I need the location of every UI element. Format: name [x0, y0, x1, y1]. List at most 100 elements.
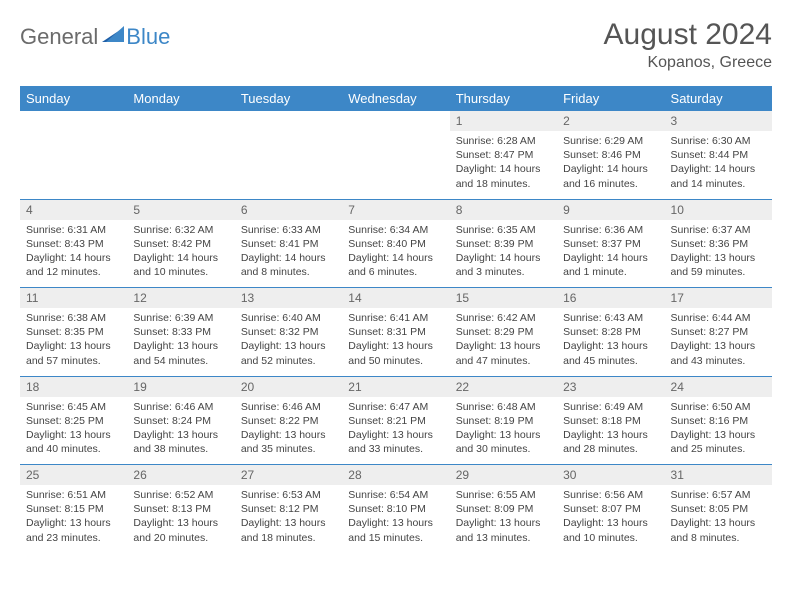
sunrise-line: Sunrise: 6:52 AM	[133, 488, 228, 502]
day-content-cell: Sunrise: 6:50 AMSunset: 8:16 PMDaylight:…	[665, 397, 772, 465]
day-content-cell: Sunrise: 6:52 AMSunset: 8:13 PMDaylight:…	[127, 485, 234, 553]
sunrise-line: Sunrise: 6:36 AM	[563, 223, 658, 237]
daylight-line: Daylight: 13 hours and 59 minutes.	[671, 251, 766, 279]
day-content-cell: Sunrise: 6:30 AMSunset: 8:44 PMDaylight:…	[665, 131, 772, 199]
day-content-row: Sunrise: 6:28 AMSunset: 8:47 PMDaylight:…	[20, 131, 772, 199]
sunrise-line: Sunrise: 6:53 AM	[241, 488, 336, 502]
day-number-cell: 3	[665, 111, 772, 131]
sunset-line: Sunset: 8:18 PM	[563, 414, 658, 428]
day-content-cell: Sunrise: 6:29 AMSunset: 8:46 PMDaylight:…	[557, 131, 664, 199]
day-number-cell: 22	[450, 376, 557, 397]
daylight-line: Daylight: 13 hours and 52 minutes.	[241, 339, 336, 367]
day-content-cell: Sunrise: 6:41 AMSunset: 8:31 PMDaylight:…	[342, 308, 449, 376]
daylight-line: Daylight: 14 hours and 16 minutes.	[563, 162, 658, 190]
sunrise-line: Sunrise: 6:48 AM	[456, 400, 551, 414]
sunset-line: Sunset: 8:39 PM	[456, 237, 551, 251]
sunset-line: Sunset: 8:41 PM	[241, 237, 336, 251]
daylight-line: Daylight: 14 hours and 8 minutes.	[241, 251, 336, 279]
day-content-cell: Sunrise: 6:46 AMSunset: 8:24 PMDaylight:…	[127, 397, 234, 465]
sunset-line: Sunset: 8:25 PM	[26, 414, 121, 428]
day-content-cell: Sunrise: 6:33 AMSunset: 8:41 PMDaylight:…	[235, 220, 342, 288]
day-number-cell: 24	[665, 376, 772, 397]
daylight-line: Daylight: 13 hours and 10 minutes.	[563, 516, 658, 544]
day-content-row: Sunrise: 6:31 AMSunset: 8:43 PMDaylight:…	[20, 220, 772, 288]
day-number-cell: 29	[450, 465, 557, 486]
sunset-line: Sunset: 8:12 PM	[241, 502, 336, 516]
day-number-row: 18192021222324	[20, 376, 772, 397]
day-number-cell: 18	[20, 376, 127, 397]
daylight-line: Daylight: 13 hours and 13 minutes.	[456, 516, 551, 544]
day-content-cell: Sunrise: 6:51 AMSunset: 8:15 PMDaylight:…	[20, 485, 127, 553]
sunset-line: Sunset: 8:13 PM	[133, 502, 228, 516]
day-content-cell: Sunrise: 6:36 AMSunset: 8:37 PMDaylight:…	[557, 220, 664, 288]
day-content-cell: Sunrise: 6:35 AMSunset: 8:39 PMDaylight:…	[450, 220, 557, 288]
day-number-cell: 30	[557, 465, 664, 486]
daylight-line: Daylight: 13 hours and 25 minutes.	[671, 428, 766, 456]
sunrise-line: Sunrise: 6:29 AM	[563, 134, 658, 148]
daylight-line: Daylight: 13 hours and 33 minutes.	[348, 428, 443, 456]
daylight-line: Daylight: 13 hours and 50 minutes.	[348, 339, 443, 367]
day-number-cell: 6	[235, 199, 342, 220]
sunset-line: Sunset: 8:05 PM	[671, 502, 766, 516]
logo-text-general: General	[20, 24, 98, 50]
day-content-cell	[342, 131, 449, 199]
day-number-cell	[20, 111, 127, 131]
sunrise-line: Sunrise: 6:57 AM	[671, 488, 766, 502]
daylight-line: Daylight: 13 hours and 15 minutes.	[348, 516, 443, 544]
sunrise-line: Sunrise: 6:37 AM	[671, 223, 766, 237]
day-number-cell: 7	[342, 199, 449, 220]
daylight-line: Daylight: 13 hours and 54 minutes.	[133, 339, 228, 367]
day-number-cell: 1	[450, 111, 557, 131]
daylight-line: Daylight: 13 hours and 28 minutes.	[563, 428, 658, 456]
day-content-cell: Sunrise: 6:43 AMSunset: 8:28 PMDaylight:…	[557, 308, 664, 376]
day-number-cell: 21	[342, 376, 449, 397]
sunrise-line: Sunrise: 6:32 AM	[133, 223, 228, 237]
sunset-line: Sunset: 8:42 PM	[133, 237, 228, 251]
day-number-cell	[235, 111, 342, 131]
sunset-line: Sunset: 8:31 PM	[348, 325, 443, 339]
calendar-table: Sunday Monday Tuesday Wednesday Thursday…	[20, 86, 772, 553]
daylight-line: Daylight: 13 hours and 30 minutes.	[456, 428, 551, 456]
sunset-line: Sunset: 8:37 PM	[563, 237, 658, 251]
day-number-cell: 20	[235, 376, 342, 397]
sunrise-line: Sunrise: 6:41 AM	[348, 311, 443, 325]
day-number-cell: 27	[235, 465, 342, 486]
title-block: August 2024 Kopanos, Greece	[604, 18, 772, 72]
sunset-line: Sunset: 8:47 PM	[456, 148, 551, 162]
day-number-cell: 25	[20, 465, 127, 486]
day-number-cell: 28	[342, 465, 449, 486]
page-title: August 2024	[604, 18, 772, 52]
sunrise-line: Sunrise: 6:38 AM	[26, 311, 121, 325]
day-content-cell: Sunrise: 6:37 AMSunset: 8:36 PMDaylight:…	[665, 220, 772, 288]
daylight-line: Daylight: 13 hours and 57 minutes.	[26, 339, 121, 367]
sunrise-line: Sunrise: 6:42 AM	[456, 311, 551, 325]
day-content-cell: Sunrise: 6:54 AMSunset: 8:10 PMDaylight:…	[342, 485, 449, 553]
day-number-cell	[127, 111, 234, 131]
sunrise-line: Sunrise: 6:45 AM	[26, 400, 121, 414]
sunrise-line: Sunrise: 6:39 AM	[133, 311, 228, 325]
day-content-cell: Sunrise: 6:57 AMSunset: 8:05 PMDaylight:…	[665, 485, 772, 553]
sunrise-line: Sunrise: 6:34 AM	[348, 223, 443, 237]
daylight-line: Daylight: 13 hours and 20 minutes.	[133, 516, 228, 544]
day-content-cell	[20, 131, 127, 199]
daylight-line: Daylight: 14 hours and 12 minutes.	[26, 251, 121, 279]
day-content-cell: Sunrise: 6:45 AMSunset: 8:25 PMDaylight:…	[20, 397, 127, 465]
sunrise-line: Sunrise: 6:49 AM	[563, 400, 658, 414]
sunrise-line: Sunrise: 6:30 AM	[671, 134, 766, 148]
day-content-cell: Sunrise: 6:55 AMSunset: 8:09 PMDaylight:…	[450, 485, 557, 553]
sunrise-line: Sunrise: 6:31 AM	[26, 223, 121, 237]
day-number-cell: 5	[127, 199, 234, 220]
sunrise-line: Sunrise: 6:55 AM	[456, 488, 551, 502]
daylight-line: Daylight: 13 hours and 38 minutes.	[133, 428, 228, 456]
sunset-line: Sunset: 8:07 PM	[563, 502, 658, 516]
daylight-line: Daylight: 13 hours and 23 minutes.	[26, 516, 121, 544]
daylight-line: Daylight: 13 hours and 35 minutes.	[241, 428, 336, 456]
day-number-cell: 15	[450, 288, 557, 309]
logo-triangle-icon	[102, 26, 124, 49]
weekday-header-row: Sunday Monday Tuesday Wednesday Thursday…	[20, 86, 772, 111]
day-content-cell: Sunrise: 6:31 AMSunset: 8:43 PMDaylight:…	[20, 220, 127, 288]
day-number-cell: 19	[127, 376, 234, 397]
daylight-line: Daylight: 13 hours and 18 minutes.	[241, 516, 336, 544]
sunset-line: Sunset: 8:43 PM	[26, 237, 121, 251]
weekday-header: Sunday	[20, 86, 127, 111]
